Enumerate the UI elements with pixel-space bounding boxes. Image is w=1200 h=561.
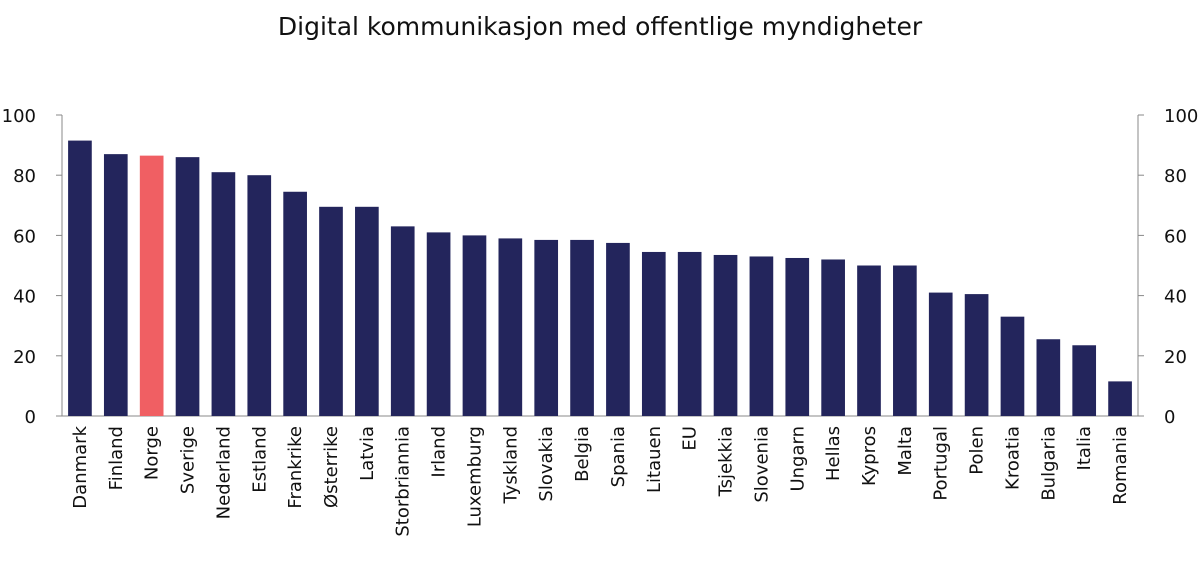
bar bbox=[570, 239, 594, 416]
bar bbox=[390, 226, 415, 416]
bar bbox=[857, 265, 881, 416]
bar bbox=[319, 206, 343, 416]
category-label: Estland bbox=[249, 426, 270, 493]
y-tick-label-left: 60 bbox=[13, 226, 36, 247]
category-label: Polen bbox=[967, 426, 988, 475]
bar bbox=[1036, 339, 1061, 416]
bar bbox=[749, 256, 774, 416]
category-label: Luxemburg bbox=[464, 426, 485, 527]
category-label: Tyskland bbox=[500, 426, 521, 505]
y-tick-label-left: 20 bbox=[13, 347, 36, 368]
y-tick-label-right: 0 bbox=[1164, 407, 1175, 428]
category-label: Tsjekkia bbox=[716, 426, 737, 497]
y-tick-label-right: 60 bbox=[1164, 226, 1187, 247]
bar bbox=[1000, 316, 1025, 416]
category-label: Litauen bbox=[644, 426, 665, 493]
category-label: Finland bbox=[106, 426, 127, 490]
bar bbox=[247, 175, 272, 416]
category-label: Nederland bbox=[213, 426, 234, 519]
category-label: Belgia bbox=[572, 426, 593, 482]
bar bbox=[139, 155, 164, 416]
bar bbox=[283, 191, 307, 416]
category-label: Portugal bbox=[931, 426, 952, 501]
bar bbox=[893, 265, 917, 416]
bar bbox=[641, 251, 666, 416]
bar bbox=[175, 157, 200, 416]
bar bbox=[1108, 381, 1132, 416]
bar bbox=[677, 251, 702, 416]
y-tick-label-left: 80 bbox=[13, 166, 36, 187]
chart-title: Digital kommunikasjon med offentlige myn… bbox=[277, 12, 923, 41]
y-tick-label-right: 80 bbox=[1164, 166, 1187, 187]
y-tick-label-right: 100 bbox=[1164, 106, 1198, 127]
y-tick-label-left: 100 bbox=[2, 106, 36, 127]
category-label: Irland bbox=[429, 426, 450, 478]
bar bbox=[462, 235, 487, 416]
category-label: Ungarn bbox=[787, 426, 808, 492]
bar bbox=[498, 238, 523, 416]
category-label: Romania bbox=[1110, 426, 1131, 505]
bar bbox=[103, 154, 128, 416]
category-label: Hellas bbox=[823, 426, 844, 481]
category-label: Spania bbox=[608, 426, 629, 487]
category-label: EU bbox=[680, 426, 701, 451]
category-label: Latvia bbox=[357, 426, 378, 481]
category-label: Italia bbox=[1074, 426, 1095, 470]
category-label: Slovakia bbox=[536, 426, 557, 502]
bar bbox=[928, 292, 953, 416]
category-label: Norge bbox=[142, 426, 163, 480]
bar bbox=[68, 140, 92, 416]
category-label: Danmark bbox=[70, 425, 91, 508]
y-tick-label-right: 20 bbox=[1164, 347, 1187, 368]
bar bbox=[785, 257, 810, 416]
bar bbox=[426, 232, 451, 416]
bar bbox=[713, 254, 738, 416]
bar bbox=[355, 206, 379, 416]
bar bbox=[964, 294, 989, 416]
category-label: Malta bbox=[895, 426, 916, 476]
category-label: Østerrike bbox=[321, 426, 342, 508]
category-label: Frankrike bbox=[285, 426, 306, 509]
bar bbox=[1072, 345, 1097, 416]
y-tick-label-right: 40 bbox=[1164, 287, 1187, 308]
bar bbox=[534, 239, 559, 416]
y-tick-label-left: 40 bbox=[13, 287, 36, 308]
category-label: Storbriannia bbox=[393, 426, 414, 537]
category-label: Kroatia bbox=[1002, 426, 1023, 490]
category-label: Slovenia bbox=[751, 426, 772, 503]
category-label: Bulgaria bbox=[1038, 426, 1059, 501]
bar bbox=[821, 259, 845, 416]
bar bbox=[211, 172, 236, 416]
bar bbox=[606, 242, 630, 416]
category-label: Kypros bbox=[859, 426, 880, 486]
category-label: Sverige bbox=[178, 426, 199, 494]
y-tick-label-left: 0 bbox=[25, 407, 36, 428]
